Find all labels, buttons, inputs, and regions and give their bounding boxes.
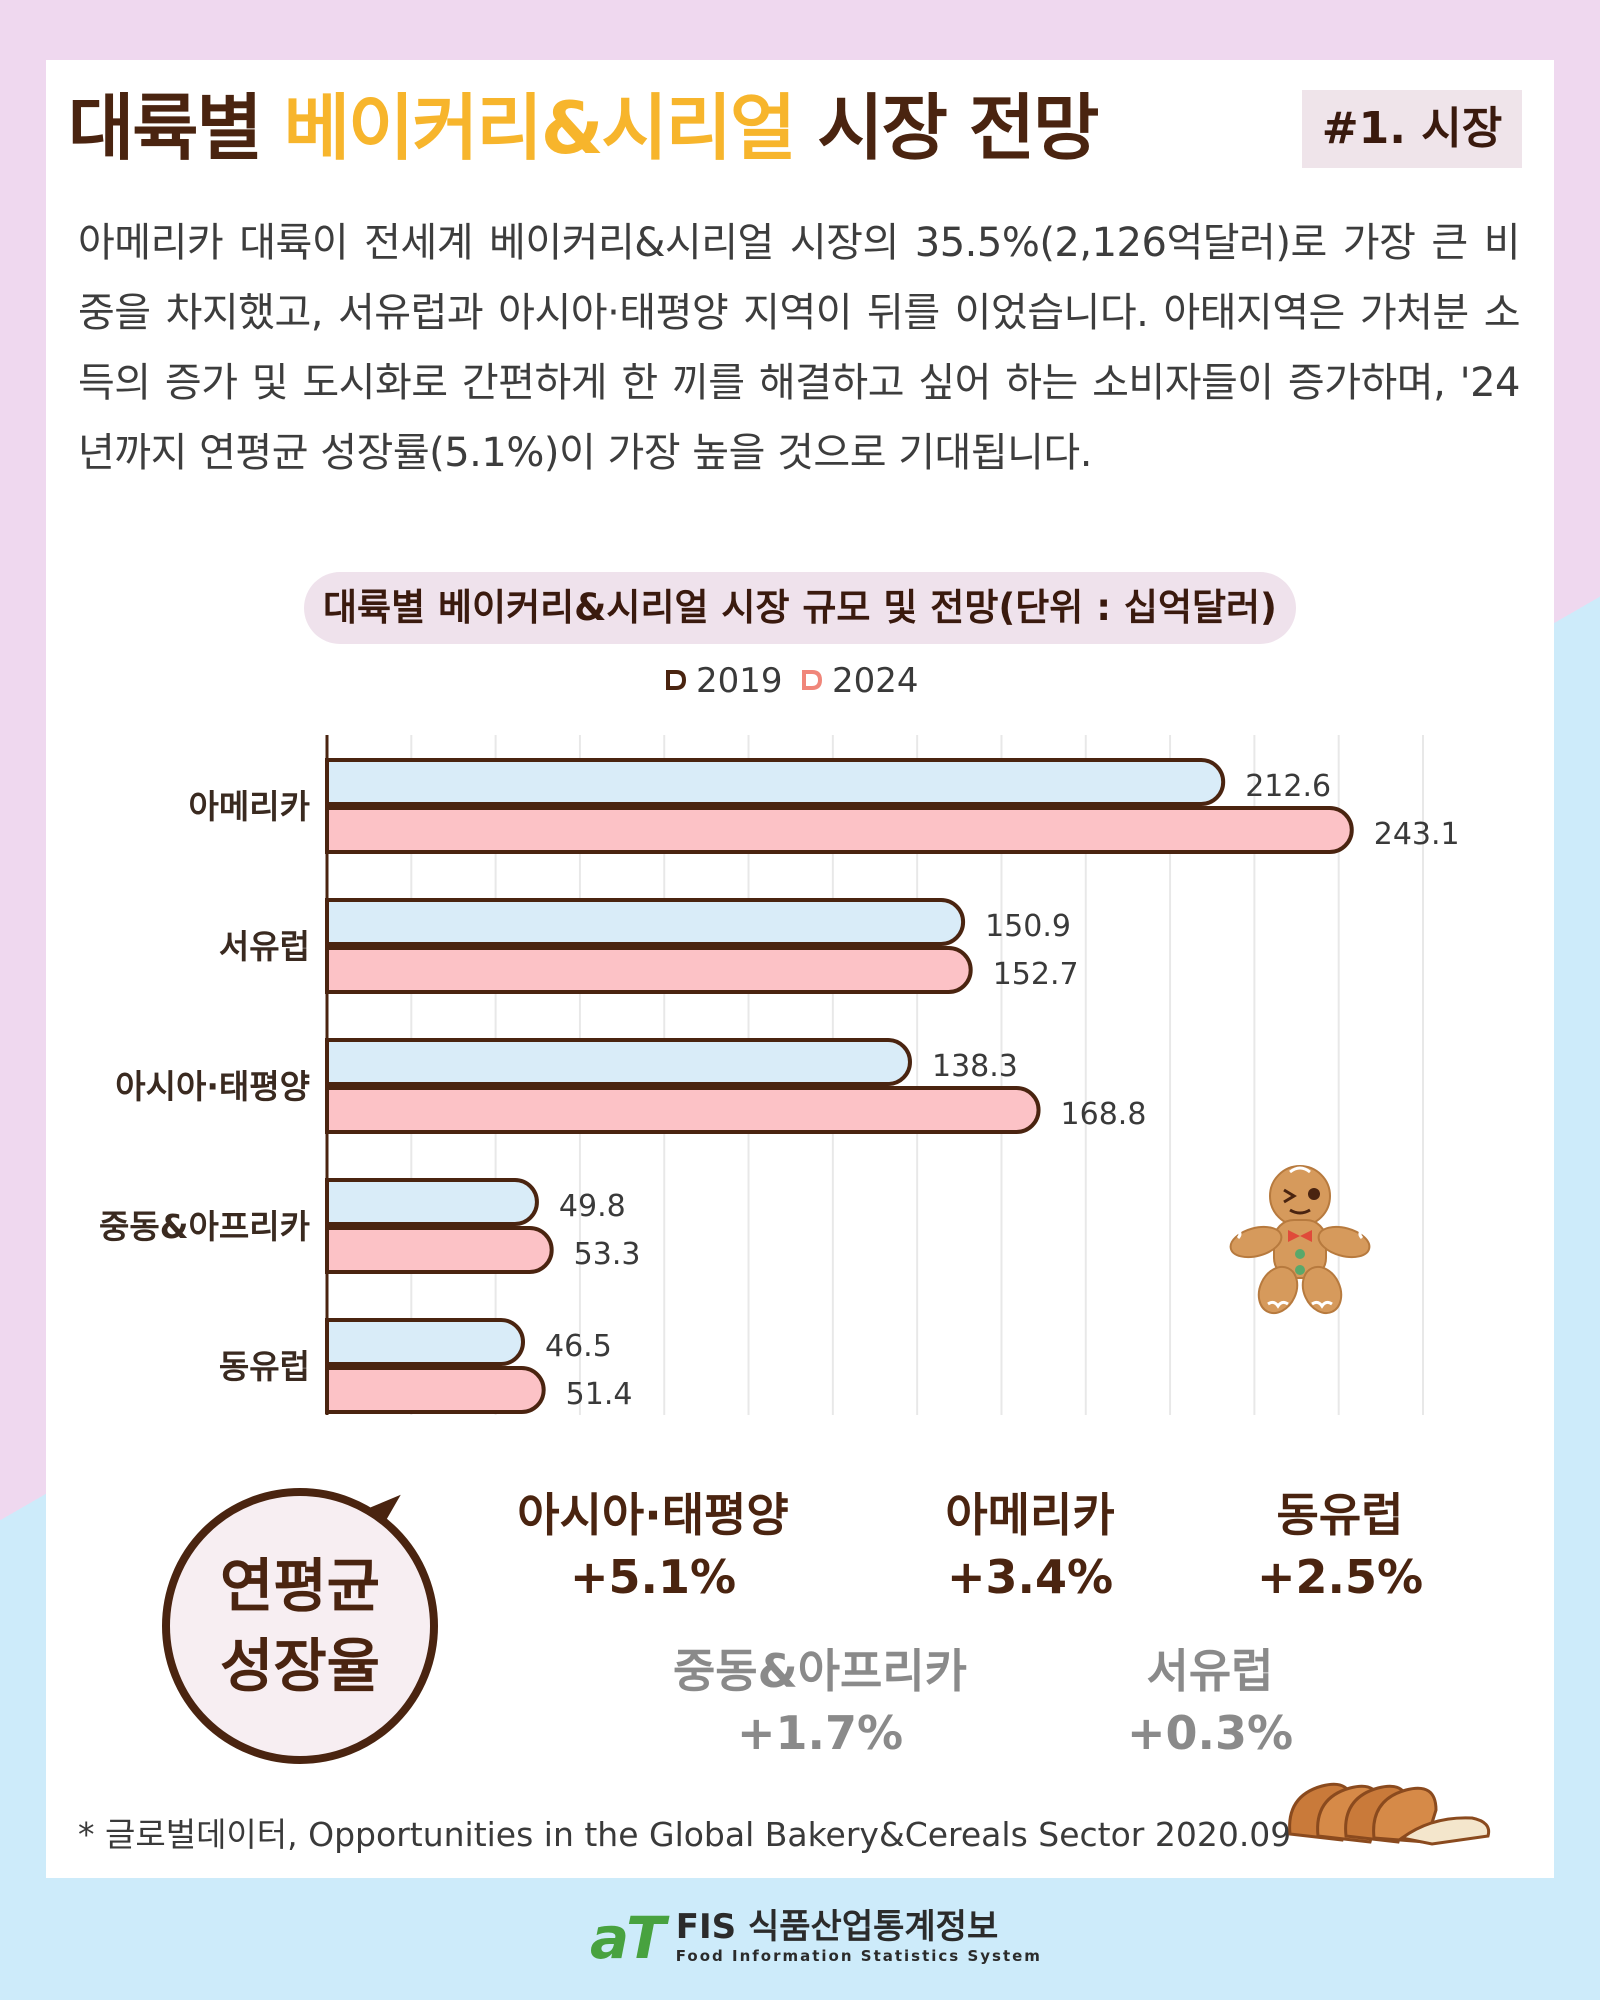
category-label: 중동&아프리카 — [99, 1207, 310, 1246]
growth-label-line1: 연평균 — [219, 1552, 381, 1620]
footer-logo: aT FIS 식품산업통계정보 Food Information Statist… — [590, 1908, 1042, 1968]
data-label: 168.8 — [1061, 1097, 1147, 1132]
bar — [325, 946, 973, 994]
data-label: 150.9 — [985, 909, 1071, 944]
data-label: 138.3 — [932, 1049, 1018, 1084]
growth-item: 아메리카 +3.4% — [945, 1488, 1115, 1604]
bar — [325, 898, 966, 946]
data-label: 152.7 — [993, 957, 1079, 992]
data-label: 53.3 — [574, 1237, 641, 1272]
growth-rate-badge: 연평균 성장율 — [162, 1481, 438, 1764]
footer-name: FIS 식품산업통계정보 — [675, 1907, 999, 1947]
growth-label-line2: 성장율 — [219, 1632, 381, 1700]
data-label: 243.1 — [1374, 817, 1460, 852]
bar — [325, 1318, 526, 1366]
source-note: * 글로벌데이터, Opportunities in the Global Ba… — [78, 1815, 1292, 1854]
bar — [325, 806, 1354, 854]
bar — [325, 1038, 912, 1086]
category-label: 동유럽 — [219, 1347, 310, 1386]
legend-marker-icon — [666, 670, 687, 690]
legend-label: 2024 — [832, 661, 919, 701]
bar — [325, 1178, 539, 1226]
bar — [325, 1226, 554, 1274]
sliced-bread-icon — [1288, 1782, 1491, 1846]
data-label: 212.6 — [1245, 769, 1331, 804]
at-logo-mark: aT — [590, 1904, 666, 1972]
bar-chart: 2019 2024 아메리카 212.6 243.1 서유럽 150.9 152.7 아시아·태… — [99, 661, 1460, 1415]
legend-label: 2019 — [696, 661, 783, 701]
bar — [325, 1086, 1041, 1134]
data-label: 46.5 — [545, 1329, 612, 1364]
bar — [325, 1366, 546, 1414]
data-label: 51.4 — [566, 1377, 633, 1412]
category-label: 서유럽 — [219, 927, 310, 966]
legend-marker-icon — [802, 670, 823, 690]
page-title: 대륙별 베이커리&시리얼 시장 전망 — [68, 86, 1099, 170]
section-tag: #1. 시장 — [1302, 90, 1522, 168]
footer-subtitle: Food Information Statistics System — [675, 1947, 1042, 1965]
growth-item: 서유럽 +0.3% — [1126, 1644, 1294, 1760]
intro-paragraph: 아메리카 대륙이 전세계 베이커리&시리얼 시장의 35.5%(2,126억달러… — [78, 220, 1521, 476]
growth-item: 동유럽 +2.5% — [1256, 1488, 1424, 1604]
bar — [325, 758, 1226, 806]
category-label: 아메리카 — [189, 787, 310, 826]
chart-title: 대륙별 베이커리&시리얼 시장 규모 및 전망(단위 : 십억달러) — [304, 572, 1296, 644]
gingerbread-man-icon — [1229, 1165, 1371, 1315]
category-label: 아시아·태평양 — [115, 1067, 310, 1106]
growth-item: 중동&아프리카 +1.7% — [672, 1644, 968, 1760]
data-label: 49.8 — [559, 1189, 626, 1224]
growth-item: 아시아·태평양 +5.1% — [517, 1488, 789, 1604]
